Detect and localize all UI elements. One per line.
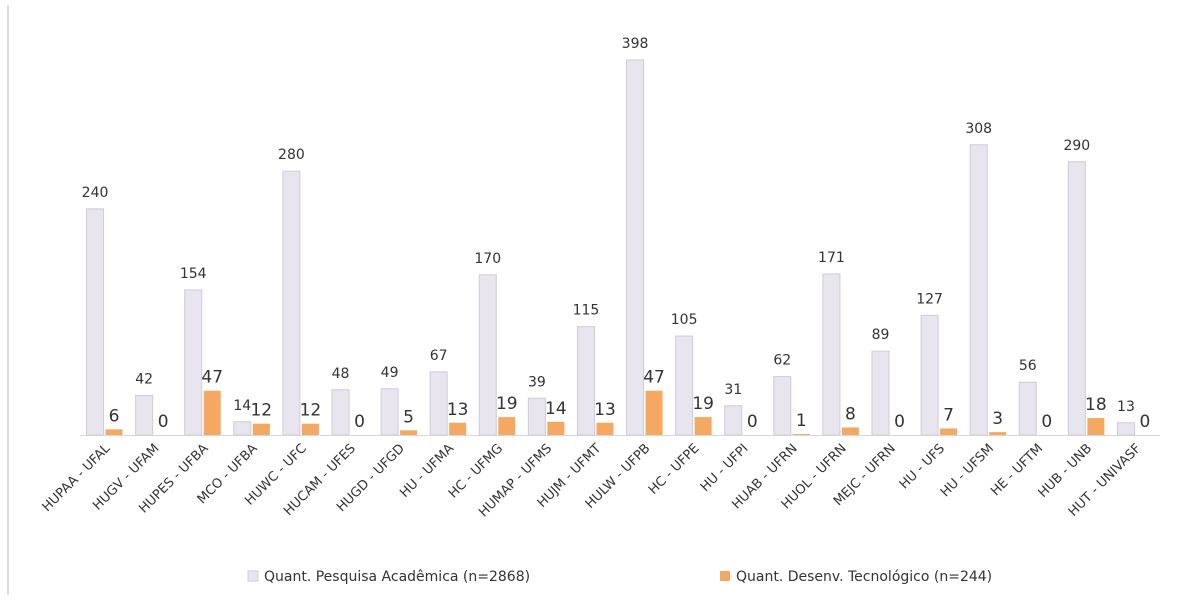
data-label: 0: [354, 412, 365, 432]
bar: [989, 432, 1007, 435]
data-label: 5: [403, 407, 414, 427]
bar: [694, 417, 712, 435]
data-label: 14: [545, 399, 567, 419]
data-label: 13: [1117, 399, 1135, 415]
bar: [626, 59, 645, 436]
legend-swatch: [720, 571, 730, 581]
bar: [380, 388, 399, 436]
bar: [773, 376, 792, 436]
bar: [792, 434, 810, 435]
bar: [400, 430, 418, 435]
bar: [645, 390, 663, 435]
bar: [184, 289, 203, 436]
data-label: 308: [965, 121, 992, 137]
data-label: 290: [1063, 138, 1090, 154]
bar: [527, 397, 546, 436]
bar: [920, 314, 939, 436]
data-label: 240: [82, 185, 109, 201]
data-label: 115: [573, 303, 600, 319]
bar: [429, 371, 448, 436]
data-label: 0: [894, 412, 905, 432]
data-label: 0: [158, 412, 169, 432]
bar: [301, 423, 319, 435]
data-label: 56: [1019, 358, 1037, 374]
bar: [675, 335, 694, 436]
data-label: 3: [992, 409, 1003, 429]
bar: [969, 144, 988, 436]
bar: [331, 389, 350, 436]
data-label: 398: [622, 36, 649, 52]
data-label: 47: [643, 368, 665, 388]
data-label: 47: [201, 368, 223, 388]
data-label: 13: [594, 400, 616, 420]
data-label: 280: [278, 147, 305, 163]
bar: [871, 350, 890, 436]
bar: [282, 170, 301, 436]
data-label: 67: [430, 348, 448, 364]
data-label: 49: [381, 365, 399, 381]
bar: [596, 422, 614, 435]
x-tick-label: HU - UFS: [897, 441, 948, 492]
bar: [1116, 422, 1135, 436]
data-label: 0: [1140, 412, 1151, 432]
data-label: 19: [496, 394, 518, 414]
bar: [135, 394, 154, 436]
bar: [478, 274, 497, 436]
data-label: 48: [332, 366, 350, 382]
bar: [498, 417, 516, 435]
data-label: 13: [447, 400, 469, 420]
data-label: 31: [724, 382, 742, 398]
bar: [841, 427, 859, 435]
bar: [822, 273, 841, 436]
data-label: 127: [916, 291, 943, 307]
bar: [724, 405, 743, 436]
bar: [576, 326, 595, 436]
bar: [1067, 161, 1086, 436]
bar: [1087, 418, 1105, 435]
data-label: 12: [250, 401, 272, 421]
bar: [86, 208, 105, 436]
data-label: 0: [747, 412, 758, 432]
bar: [252, 423, 270, 435]
data-label: 12: [300, 401, 322, 421]
bar: [940, 428, 958, 435]
bar: [1018, 381, 1037, 436]
data-label: 39: [528, 374, 546, 390]
bar: [449, 422, 467, 435]
data-label: 18: [1085, 395, 1107, 415]
data-label: 105: [671, 312, 698, 328]
bar: [547, 421, 565, 435]
data-label: 171: [818, 250, 845, 266]
data-label: 170: [474, 251, 501, 267]
bar: [105, 429, 123, 435]
data-label: 42: [135, 371, 153, 387]
x-tick-label: HC - UFPE: [646, 441, 702, 497]
data-label: 14: [233, 398, 251, 414]
legend-label: Quant. Desenv. Tecnológico (n=244): [736, 569, 992, 585]
bar: [233, 421, 252, 436]
data-label: 8: [845, 404, 856, 424]
data-label: 62: [773, 353, 791, 369]
data-label: 89: [872, 327, 890, 343]
bar: [203, 390, 221, 435]
legend-swatch: [247, 570, 259, 582]
data-label: 7: [943, 405, 954, 425]
data-label: 154: [180, 266, 207, 282]
data-label: 1: [796, 411, 807, 431]
x-tick-label: HU - UFSM: [938, 441, 997, 500]
legend-label: Quant. Pesquisa Acadêmica (n=2868): [264, 569, 530, 585]
data-label: 6: [109, 406, 120, 426]
data-label: 19: [692, 394, 714, 414]
data-label: 0: [1041, 412, 1052, 432]
